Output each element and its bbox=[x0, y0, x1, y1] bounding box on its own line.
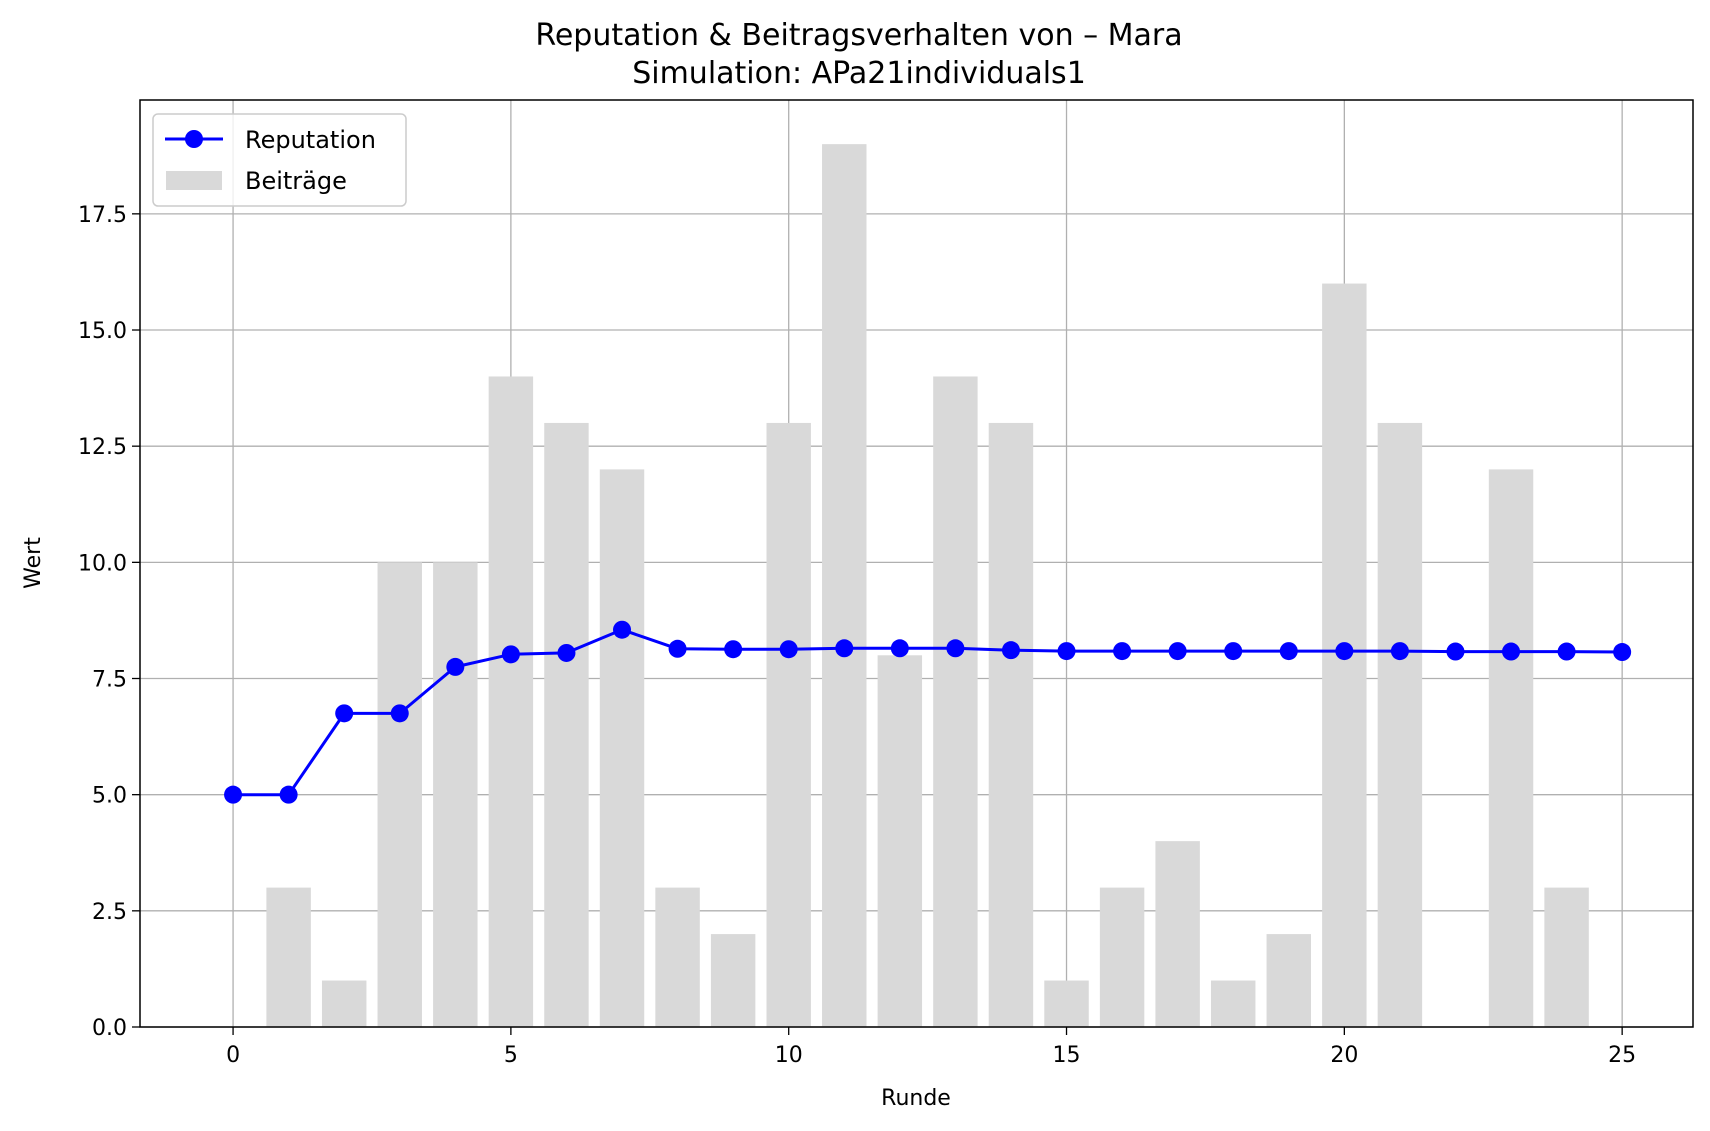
plot-frame bbox=[139, 99, 1694, 1028]
bar-beitraege bbox=[1044, 980, 1089, 1027]
reputation-point bbox=[224, 785, 243, 804]
y-tick-label: 5.0 bbox=[92, 784, 127, 809]
x-tick-label: 15 bbox=[1053, 1043, 1081, 1068]
bar-beitraege bbox=[988, 422, 1034, 1028]
x-tick-label: 25 bbox=[1608, 1043, 1636, 1068]
bar-beitraege bbox=[1488, 469, 1534, 1027]
bar-beitraege bbox=[655, 887, 700, 1027]
reputation-point bbox=[724, 640, 743, 659]
reputation-point bbox=[279, 785, 298, 804]
legend-reputation-label: Reputation bbox=[245, 126, 376, 154]
legend-beitraege-label: Beiträge bbox=[245, 167, 347, 195]
reputation-series bbox=[224, 620, 1632, 804]
bar-beitraege bbox=[433, 562, 478, 1027]
x-tick-label: 5 bbox=[504, 1043, 518, 1068]
y-tick-label: 7.5 bbox=[92, 668, 127, 693]
y-tick-label: 12.5 bbox=[78, 435, 127, 460]
reputation-point bbox=[1335, 642, 1354, 661]
x-tick-label: 0 bbox=[226, 1043, 240, 1068]
bar-beitraege bbox=[766, 422, 811, 1028]
bar-beitraege bbox=[321, 980, 367, 1027]
bar-beitraege bbox=[1544, 887, 1589, 1027]
bar-beitraege bbox=[599, 469, 645, 1027]
bar-beitraege bbox=[822, 144, 867, 1028]
reputation-point bbox=[1113, 642, 1132, 661]
chart-title: Reputation & Beitragsverhalten von – Mar… bbox=[535, 18, 1182, 53]
reputation-point bbox=[335, 704, 354, 723]
reputation-point bbox=[1224, 642, 1243, 661]
reputation-point bbox=[1613, 643, 1632, 662]
reputation-line bbox=[233, 628, 1623, 797]
bar-beitraege bbox=[1377, 422, 1423, 1028]
reputation-point bbox=[890, 639, 909, 658]
bar-beitraege bbox=[377, 562, 422, 1027]
chart-subtitle: Simulation: APa21individuals1 bbox=[632, 56, 1086, 91]
bar-beitraege bbox=[1266, 934, 1312, 1027]
reputation-point bbox=[446, 657, 465, 676]
reputation-point bbox=[668, 639, 687, 658]
y-tick-label: 0.0 bbox=[92, 1016, 127, 1041]
legend: Reputation Beiträge bbox=[152, 113, 407, 207]
x-tick-label: 20 bbox=[1330, 1043, 1358, 1068]
y-tick-label: 17.5 bbox=[78, 203, 127, 228]
bar-beitraege bbox=[544, 422, 589, 1028]
x-axis-label: Runde bbox=[881, 1086, 951, 1111]
bar-beitraege bbox=[1155, 841, 1200, 1027]
bar-beitraege bbox=[1099, 887, 1145, 1027]
reputation-point bbox=[1168, 642, 1187, 661]
reputation-point bbox=[501, 645, 520, 664]
reputation-point bbox=[779, 640, 798, 659]
bar-beitraege bbox=[488, 376, 534, 1027]
reputation-point bbox=[557, 643, 576, 662]
reputation-point bbox=[613, 620, 632, 639]
legend-beitraege-swatch bbox=[166, 171, 222, 190]
reputation-point bbox=[1001, 641, 1020, 660]
reputation-point bbox=[1446, 642, 1465, 661]
y-axis-label: Wert bbox=[21, 537, 46, 589]
y-tick-label: 10.0 bbox=[78, 551, 127, 576]
ticks: 0 5 10 15 20 25 0.0 2.5 5.0 7.5 10.0 12.5 15.0 17.5 bbox=[78, 203, 1636, 1068]
reputation-point bbox=[1057, 642, 1076, 661]
bar-beitraege bbox=[1210, 980, 1256, 1027]
reputation-point bbox=[835, 639, 854, 658]
reputation-point bbox=[946, 639, 965, 658]
y-tick-label: 2.5 bbox=[92, 900, 127, 925]
y-tick-label: 15.0 bbox=[78, 319, 127, 344]
bar-beitraege bbox=[710, 934, 756, 1027]
reputation-point bbox=[1390, 642, 1409, 661]
bar-beitraege bbox=[877, 655, 923, 1027]
reputation-point bbox=[390, 704, 409, 723]
bar-beitraege bbox=[933, 376, 978, 1027]
x-tick-label: 10 bbox=[775, 1043, 803, 1068]
reputation-point bbox=[1557, 642, 1576, 661]
bar-beitraege bbox=[266, 887, 311, 1027]
reputation-point bbox=[1279, 642, 1298, 661]
reputation-point bbox=[1502, 642, 1521, 661]
bars bbox=[266, 144, 1589, 1028]
legend-reputation-marker bbox=[185, 130, 203, 148]
